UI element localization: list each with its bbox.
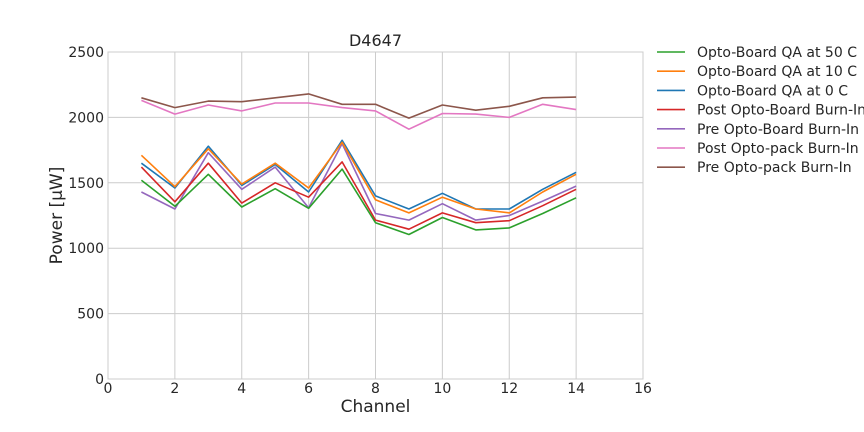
chart-title: D4647 (349, 31, 402, 50)
x-tick-label: 8 (371, 381, 380, 397)
x-tick-label: 14 (567, 381, 585, 397)
x-axis-label: Channel (341, 397, 411, 417)
legend-label: Post Opto-pack Burn-In (697, 141, 859, 157)
x-tick-label: 16 (634, 381, 652, 397)
y-axis-label: Power [μW] (47, 167, 67, 265)
series-lines (140, 93, 577, 236)
y-tick-labels: 0 500 1000 1500 2000 2500 (68, 45, 104, 388)
legend-label: Opto-Board QA at 0 C (697, 83, 848, 99)
plot-frame (107, 51, 644, 380)
series-line-3 (141, 142, 577, 221)
y-tick-label: 0 (95, 372, 104, 388)
y-tick-label: 500 (77, 307, 104, 323)
x-tick-label: 0 (104, 381, 113, 397)
series-line-2 (141, 99, 577, 130)
series-line-6 (140, 141, 577, 214)
x-tick-label: 6 (304, 381, 313, 397)
legend-label: Pre Opto-Board Burn-In (697, 122, 859, 138)
x-tick-labels: 0 2 4 6 8 10 12 14 16 (104, 381, 652, 397)
y-tick-label: 2000 (68, 110, 104, 126)
grid (107, 51, 644, 380)
y-tick-label: 1000 (68, 241, 104, 257)
legend-label: Opto-Board QA at 50 C (697, 45, 857, 61)
y-tick-label: 2500 (68, 45, 104, 61)
series-line-4 (140, 161, 577, 230)
legend-label: Pre Opto-pack Burn-In (697, 160, 852, 176)
series-line-5 (140, 139, 577, 210)
series-line-1 (141, 93, 577, 119)
y-tick-label: 1500 (68, 176, 104, 192)
series-line-7 (140, 168, 577, 236)
x-tick-label: 4 (237, 381, 246, 397)
legend-label: Post Opto-Board Burn-In (697, 103, 864, 119)
legend-label: Opto-Board QA at 10 C (697, 64, 857, 80)
x-tick-label: 10 (433, 381, 451, 397)
x-tick-label: 12 (500, 381, 518, 397)
x-tick-label: 2 (170, 381, 179, 397)
legend: Opto-Board QA at 50 C Opto-Board QA at 10… (657, 45, 864, 176)
